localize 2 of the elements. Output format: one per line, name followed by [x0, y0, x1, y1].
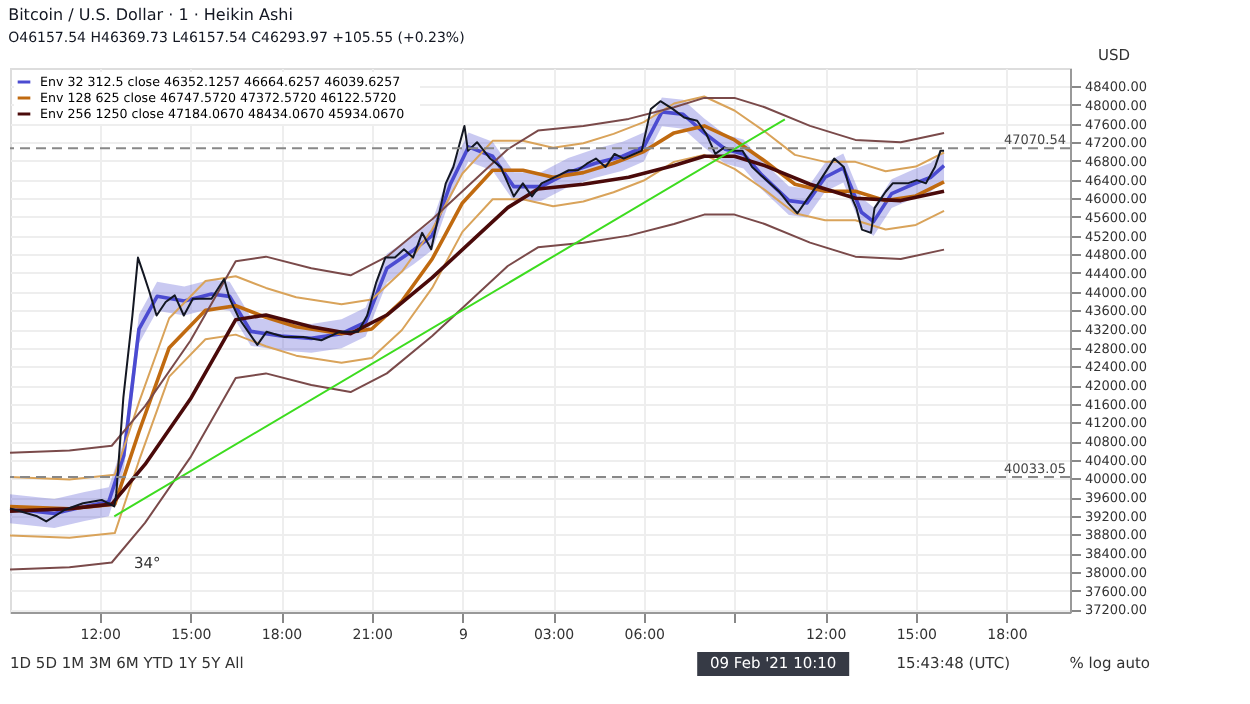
chart-title: Bitcoin / U.S. Dollar · 1 · Heikin Ashi — [8, 6, 293, 24]
line-series — [9, 213, 946, 571]
